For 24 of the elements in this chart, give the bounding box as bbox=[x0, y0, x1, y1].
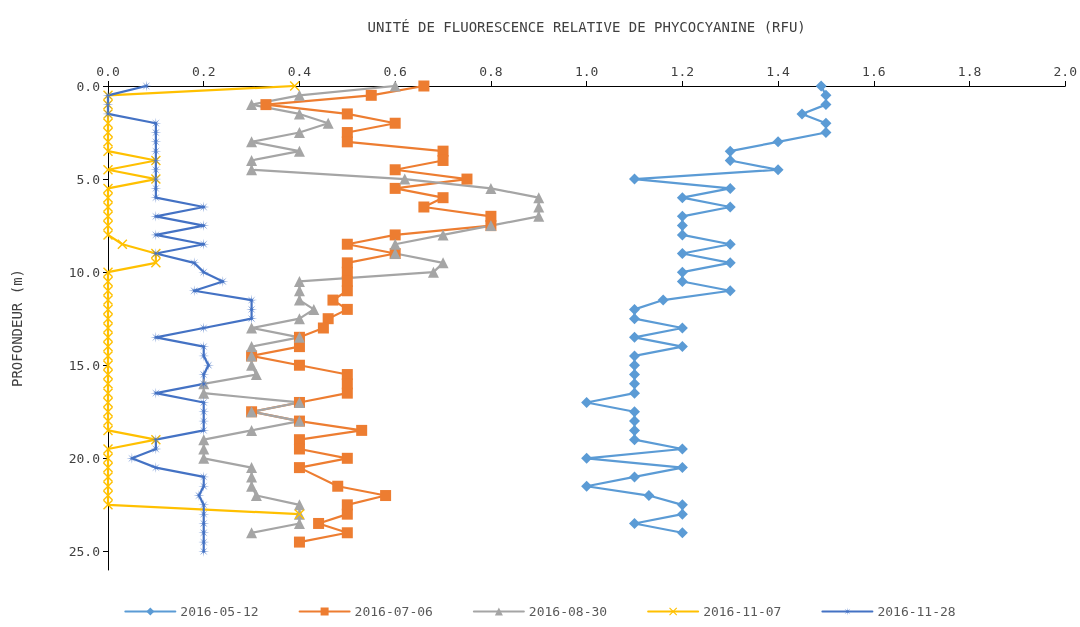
x-tick-label: 1.6 bbox=[862, 64, 886, 79]
x-tick-label: 2.0 bbox=[1053, 64, 1077, 79]
y-tick-label: 10.0 bbox=[68, 264, 100, 280]
legend-label: 2016-05-12 bbox=[180, 604, 259, 619]
y-axis-title: PROFONDEUR (m) bbox=[9, 268, 25, 388]
legend-label: 2016-11-28 bbox=[877, 604, 956, 619]
x-tick-label: 1.2 bbox=[670, 64, 695, 79]
y-tick-label: 0.0 bbox=[76, 78, 100, 94]
x-axis-title: UNITÉ DE FLUORESCENCE RELATIVE DE PHYCOCYANINE (RFU) bbox=[367, 19, 806, 35]
x-tick-label: 1.4 bbox=[766, 64, 790, 79]
legend-label: 2016-07-06 bbox=[354, 604, 433, 619]
x-tick-label: 1.0 bbox=[574, 64, 599, 79]
x-tick-label: 1.8 bbox=[957, 64, 982, 79]
legend-label: 2016-08-30 bbox=[528, 604, 608, 619]
y-tick-label: 25.0 bbox=[68, 543, 100, 559]
legend-label: 2016-11-07 bbox=[703, 604, 782, 619]
x-tick-label: 0.2 bbox=[191, 64, 216, 79]
y-tick-label: 20.0 bbox=[68, 450, 100, 466]
x-tick-label: 0.8 bbox=[479, 64, 503, 79]
x-tick-label: 0.6 bbox=[383, 64, 407, 79]
y-tick-label: 5.0 bbox=[76, 171, 100, 187]
x-tick-label: 0.0 bbox=[96, 64, 120, 79]
x-tick-label: 0.4 bbox=[287, 64, 312, 79]
y-tick-label: 15.0 bbox=[68, 357, 100, 373]
